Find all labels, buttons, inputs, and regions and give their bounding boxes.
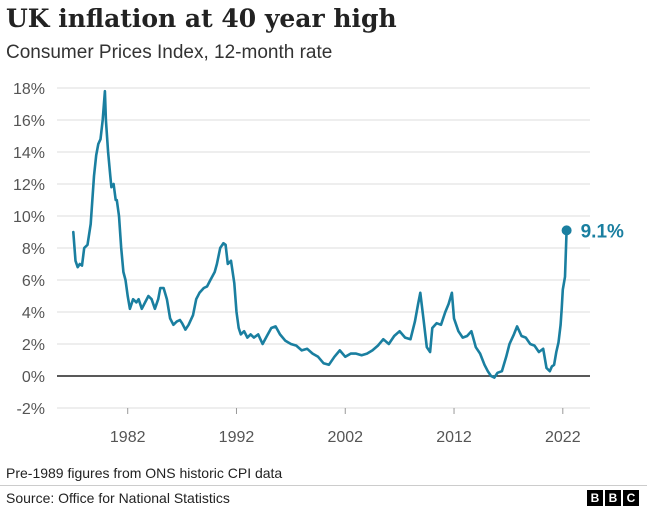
footnote: Pre-1989 figures from ONS historic CPI d…: [6, 465, 283, 481]
footer-divider: [0, 485, 647, 486]
series-line: [72, 89, 568, 379]
x-tick-label: 2022: [545, 429, 581, 446]
y-tick-label: 6%: [22, 273, 45, 290]
x-tick-label: 2012: [436, 429, 472, 446]
x-tick-label: 2002: [327, 429, 363, 446]
chart-title: UK inflation at 40 year high: [6, 4, 397, 33]
logo-letter-1: B: [587, 490, 603, 506]
x-tick-label: 1982: [110, 429, 146, 446]
y-tick-label: 8%: [22, 241, 45, 258]
y-tick-label: 2%: [22, 337, 45, 354]
y-tick-label: -2%: [17, 401, 45, 418]
end-value-label: 9.1%: [581, 221, 624, 242]
x-tick-label: 1992: [219, 429, 255, 446]
logo-letter-2: B: [605, 490, 621, 506]
y-tick-label: 14%: [13, 145, 45, 162]
logo-letter-3: C: [623, 490, 639, 506]
y-tick-label: 4%: [22, 305, 45, 322]
y-tick-label: 10%: [13, 209, 45, 226]
line-chart: -2% 0% 2% 4% 6% 8% 10% 12% 14% 16% 18% 1982 1992 2002…: [13, 81, 624, 446]
source-note: Source: Office for National Statistics: [6, 490, 230, 506]
y-tick-label: 16%: [13, 113, 45, 130]
chart-subtitle: Consumer Prices Index, 12-month rate: [6, 42, 333, 63]
y-tick-label: 18%: [13, 81, 45, 98]
bbc-logo: B B C: [587, 490, 639, 506]
end-point-marker: [561, 225, 572, 236]
y-tick-label: 0%: [22, 369, 45, 386]
y-tick-label: 12%: [13, 177, 45, 194]
